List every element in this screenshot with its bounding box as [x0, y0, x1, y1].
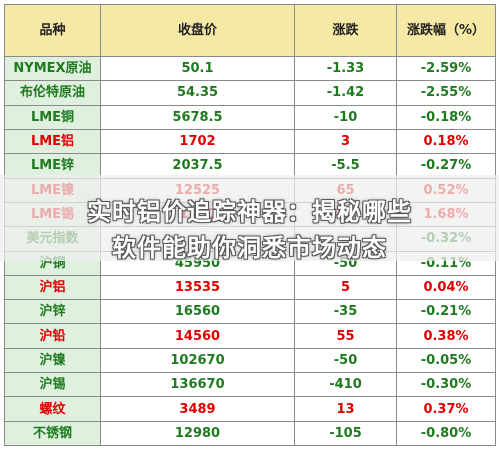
cell-change: -50	[294, 347, 397, 374]
cell-close-price: 5678.5	[100, 104, 295, 130]
table-row: 布伦特原油 54.35 -1.42 -2.55%	[4, 80, 496, 106]
cell-change: 55	[294, 323, 397, 349]
table-row: 沪镍 102670 -50 -0.05%	[4, 347, 496, 374]
cell-change-pct: 0.37%	[396, 396, 496, 422]
headline-line-1: 实时铝价追踪神器：揭秘哪些	[87, 198, 412, 226]
cell-close-price: 12980	[100, 420, 295, 447]
headline-line-2: 软件能助你洞悉市场动态	[112, 234, 387, 262]
cell-change: 5	[294, 274, 397, 301]
header-change-pct: 涨跌幅（%）	[396, 4, 496, 57]
cell-change-pct: -0.05%	[396, 347, 496, 374]
cell-close-price: 16560	[100, 299, 295, 325]
cell-change-pct: -0.18%	[396, 104, 496, 130]
header-close-price: 收盘价	[100, 4, 295, 57]
cell-close-price: 102670	[100, 347, 295, 374]
cell-variety: 沪锌	[4, 299, 101, 325]
header-change: 涨跌	[294, 4, 397, 57]
table-row: 螺纹 3489 13 0.37%	[4, 396, 496, 422]
cell-variety: 沪铅	[4, 323, 101, 349]
cell-variety: NYMEX原油	[4, 55, 101, 82]
cell-variety: 沪镍	[4, 347, 101, 374]
cell-close-price: 2037.5	[100, 153, 295, 179]
cell-close-price: 54.35	[100, 80, 295, 106]
cell-close-price: 3489	[100, 396, 295, 422]
header-variety: 品种	[4, 4, 101, 57]
cell-change-pct: -2.55%	[396, 80, 496, 106]
cell-close-price: 13535	[100, 274, 295, 301]
cell-change-pct: 0.18%	[396, 128, 496, 155]
cell-change: -1.42	[294, 80, 397, 106]
cell-variety: 螺纹	[4, 396, 101, 422]
cell-change-pct: -2.59%	[396, 55, 496, 82]
cell-variety: 不锈钢	[4, 420, 101, 447]
cell-change: -35	[294, 299, 397, 325]
cell-close-price: 14560	[100, 323, 295, 349]
cell-change: -410	[294, 372, 397, 398]
table-row: 沪铝 13535 5 0.04%	[4, 274, 496, 301]
cell-close-price: 50.1	[100, 55, 295, 82]
cell-close-price: 1702	[100, 128, 295, 155]
cell-change: -105	[294, 420, 397, 447]
cell-change: -1.33	[294, 55, 397, 82]
table-header-row: 品种 收盘价 涨跌 涨跌幅（%）	[4, 4, 496, 57]
table-row: 沪铅 14560 55 0.38%	[4, 323, 496, 349]
cell-change-pct: -0.30%	[396, 372, 496, 398]
cell-change-pct: -0.80%	[396, 420, 496, 447]
cell-change-pct: -0.21%	[396, 299, 496, 325]
cell-change-pct: 0.38%	[396, 323, 496, 349]
table-row: 沪锌 16560 -35 -0.21%	[4, 299, 496, 325]
cell-change-pct: 0.04%	[396, 274, 496, 301]
cell-variety: LME铝	[4, 128, 101, 155]
table-row: LME铝 1702 3 0.18%	[4, 128, 496, 155]
cell-change-pct: -0.27%	[396, 153, 496, 179]
table-row: 沪锡 136670 -410 -0.30%	[4, 372, 496, 398]
headline-overlay-band	[0, 175, 499, 261]
cell-change: 13	[294, 396, 397, 422]
table-row: 不锈钢 12980 -105 -0.80%	[4, 420, 496, 447]
cell-close-price: 136670	[100, 372, 295, 398]
cell-variety: LME铜	[4, 104, 101, 130]
cell-variety: 沪锡	[4, 372, 101, 398]
cell-change: -5.5	[294, 153, 397, 179]
table-row: LME铜 5678.5 -10 -0.18%	[4, 104, 496, 130]
cell-change: -10	[294, 104, 397, 130]
cell-variety: 布伦特原油	[4, 80, 101, 106]
cell-variety: 沪铝	[4, 274, 101, 301]
table-row: NYMEX原油 50.1 -1.33 -2.59%	[4, 55, 496, 82]
cell-change: 3	[294, 128, 397, 155]
